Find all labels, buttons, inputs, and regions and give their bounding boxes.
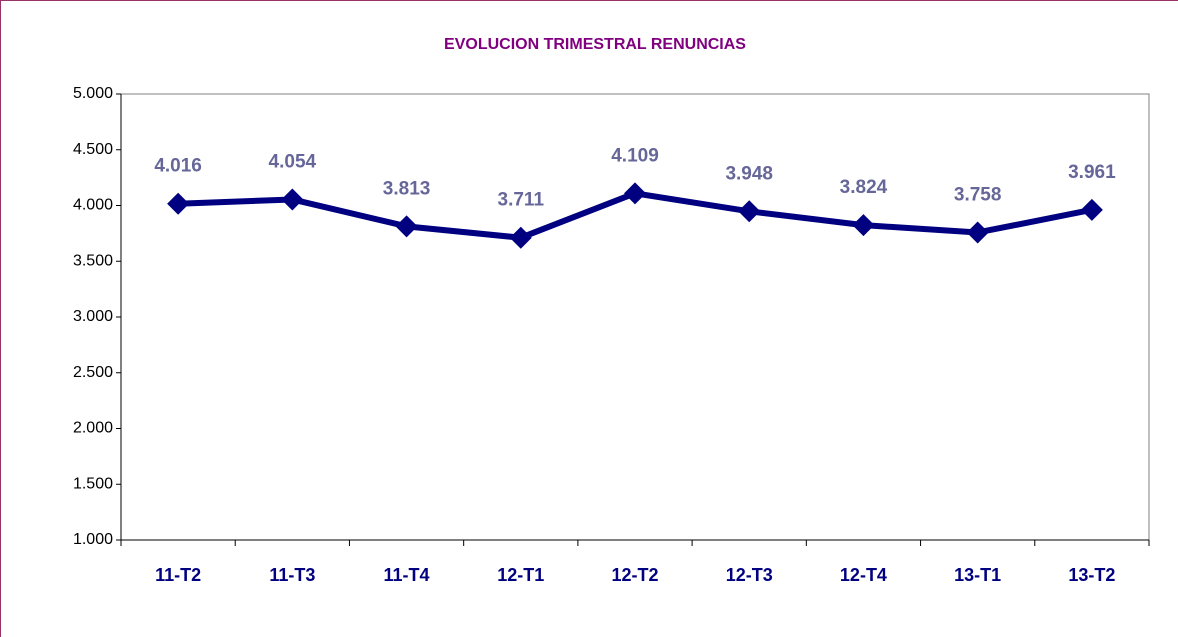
y-tick-label: 2.500 <box>73 364 113 381</box>
x-tick-label: 12-T3 <box>726 565 773 585</box>
x-tick-label: 11-T3 <box>269 565 315 585</box>
marker <box>966 221 989 244</box>
marker <box>738 200 761 223</box>
x-tick-label: 11-T4 <box>384 565 430 585</box>
x-tick-label: 11-T2 <box>155 565 201 585</box>
data-label: 3.824 <box>840 177 888 198</box>
y-tick-label: 4.500 <box>73 141 113 158</box>
marker <box>1080 198 1103 221</box>
x-tick-label: 13-T1 <box>954 565 1001 585</box>
marker <box>852 214 875 237</box>
data-label: 3.813 <box>383 178 431 199</box>
chart-title: EVOLUCION TRIMESTRAL RENUNCIAS <box>444 36 746 53</box>
x-tick-label: 12-T4 <box>840 565 887 585</box>
y-tick-label: 1.500 <box>73 475 113 492</box>
data-label: 3.961 <box>1068 162 1116 183</box>
y-tick-label: 5.000 <box>73 85 113 102</box>
marker <box>167 192 190 215</box>
y-tick-label: 3.500 <box>73 252 113 269</box>
data-label: 3.758 <box>954 184 1002 205</box>
y-tick-label: 1.000 <box>73 531 113 548</box>
data-label: 4.016 <box>154 156 202 177</box>
marker <box>281 188 304 211</box>
marker <box>395 215 418 238</box>
data-label: 4.054 <box>269 151 317 172</box>
marker <box>624 182 646 205</box>
marker <box>509 226 532 249</box>
x-tick-label: 12-T2 <box>611 565 658 585</box>
data-label: 4.109 <box>611 145 659 166</box>
x-tick-label: 12-T1 <box>497 565 544 585</box>
x-tick-label: 13-T2 <box>1068 565 1115 585</box>
data-label: 3.948 <box>725 163 773 184</box>
y-tick-label: 4.000 <box>73 197 113 214</box>
data-label: 3.711 <box>498 190 545 211</box>
y-tick-label: 3.000 <box>73 308 113 325</box>
y-tick-label: 2.000 <box>73 420 113 437</box>
